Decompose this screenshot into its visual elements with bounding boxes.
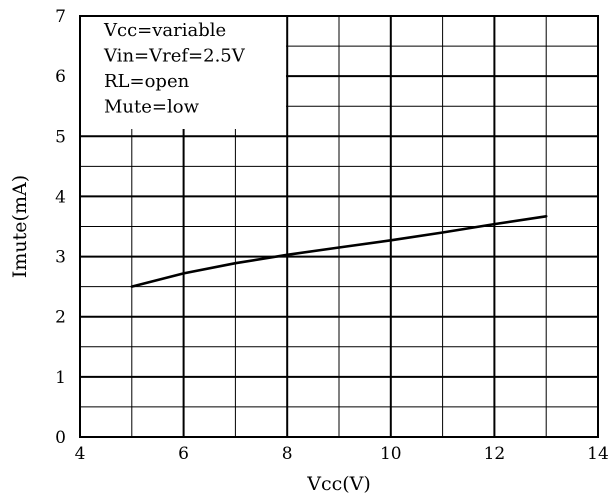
x-tick-label: 14 <box>587 444 609 464</box>
series-line <box>130 215 548 288</box>
x-axis-label: Vcc(V) <box>306 473 371 495</box>
x-tick-label: 10 <box>380 444 402 464</box>
y-tick-label: 1 <box>55 368 66 388</box>
x-tick-label: 6 <box>178 444 189 464</box>
y-tick-label: 4 <box>55 187 66 207</box>
plot-frame <box>79 15 599 438</box>
series-layer <box>130 215 548 288</box>
conditions-box-bg <box>81 17 286 129</box>
x-tick-label: 4 <box>75 444 86 464</box>
y-tick-label: 5 <box>55 127 66 147</box>
y-tick-label: 6 <box>55 67 66 87</box>
y-tick-label: 3 <box>55 248 66 268</box>
condition-text: Mute=low <box>104 97 200 118</box>
condition-text: Vcc=variable <box>103 20 226 41</box>
y-tick-label: 7 <box>55 7 66 27</box>
y-tick-label: 0 <box>55 428 66 448</box>
condition-text: Vin=Vref=2.5V <box>103 46 246 67</box>
y-tick-label: 2 <box>55 308 66 328</box>
y-axis-label: Imute(mA) <box>9 175 31 278</box>
x-tick-label: 8 <box>282 444 293 464</box>
conditions-box: Vcc=variable Vin=Vref=2.5V RL=open Mute=low <box>81 17 286 129</box>
x-tick-label: 12 <box>484 444 506 464</box>
condition-text: RL=open <box>104 71 190 92</box>
